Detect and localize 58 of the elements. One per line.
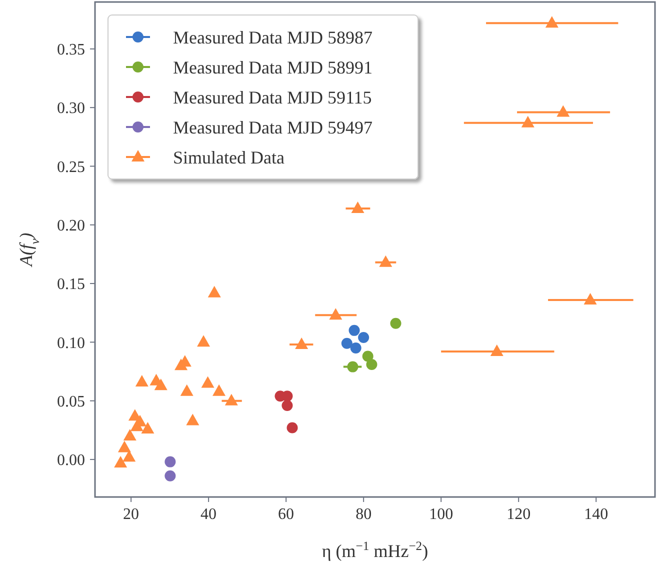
point: [390, 318, 402, 329]
point: [197, 335, 210, 347]
point: [212, 384, 226, 396]
y-tick-label: 0.15: [57, 276, 85, 294]
point: [490, 344, 504, 356]
point: [348, 324, 360, 336]
point: [358, 332, 370, 343]
point: [362, 350, 374, 362]
legend-label: Measured Data MJD 59497: [173, 117, 372, 138]
point: [366, 358, 378, 370]
point: [154, 378, 168, 390]
point: [123, 429, 136, 441]
point: [556, 105, 570, 117]
y-tick-label: 0.30: [57, 100, 85, 118]
point: [130, 420, 144, 432]
point: [141, 422, 154, 434]
point: [521, 116, 534, 128]
point: [350, 342, 362, 354]
x-tick-label: 20: [123, 506, 140, 523]
x-tick-label: 60: [278, 506, 294, 523]
y-tick-label: 0.10: [57, 334, 85, 352]
point: [186, 414, 200, 426]
legend-label: Measured Data MJD 58991: [173, 57, 372, 78]
point: [201, 376, 214, 388]
point: [174, 358, 188, 370]
point: [118, 440, 131, 452]
point: [135, 375, 148, 387]
point: [122, 450, 136, 462]
y-tick-label: 0.35: [57, 42, 85, 59]
point: [329, 308, 342, 320]
x-tick-label: 100: [429, 506, 454, 523]
point: [584, 292, 597, 304]
legend-label: Measured Data MJD 58987: [173, 27, 372, 48]
point: [341, 338, 352, 349]
point: [224, 394, 238, 406]
point: [164, 470, 176, 482]
point: [379, 255, 392, 267]
y-tick-label: 0.00: [57, 452, 85, 470]
x-tick-label: 40: [200, 506, 217, 523]
point: [351, 201, 364, 213]
legend-label: Simulated Data: [173, 147, 284, 168]
y-tick-label: 0.25: [57, 158, 85, 176]
point: [286, 422, 298, 434]
point: [295, 338, 308, 350]
point: [282, 400, 293, 412]
x-tick-label: 80: [356, 506, 372, 523]
legend-label: Measured Data MJD 59115: [173, 87, 372, 108]
point: [164, 456, 176, 468]
point: [114, 456, 128, 468]
x-tick-label: 120: [506, 506, 531, 523]
point: [208, 286, 221, 298]
x-axis-title: η (m$^{−1}$ mHz$^{−2}$): [322, 539, 428, 561]
x-tick-label: 140: [584, 506, 608, 523]
point: [545, 16, 558, 28]
point: [180, 384, 194, 396]
y-tick-label: 0.20: [57, 217, 85, 234]
point: [347, 361, 358, 372]
y-tick-label: 0.05: [57, 393, 85, 410]
